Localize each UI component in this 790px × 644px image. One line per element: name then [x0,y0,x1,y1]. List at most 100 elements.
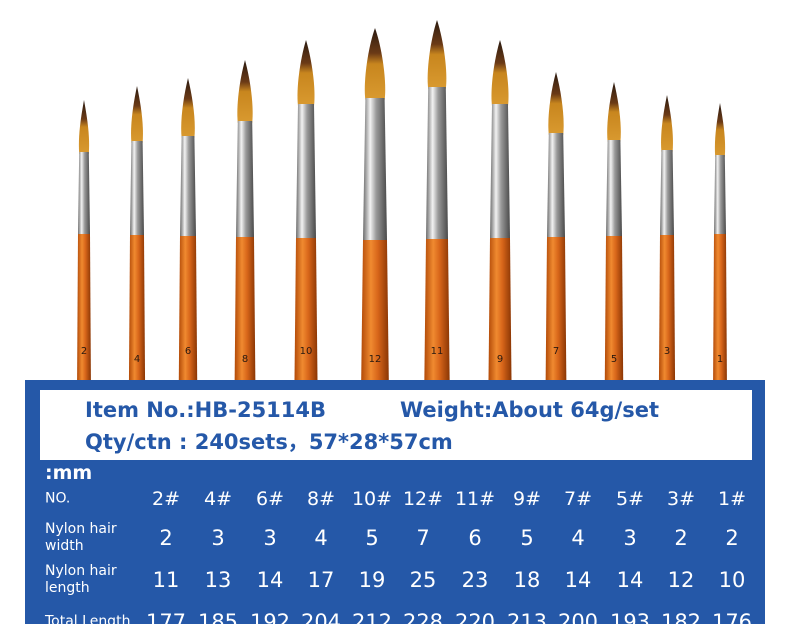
brush-handle [77,234,91,380]
table-cell: 8# [306,488,335,510]
table-cell: 2 [159,526,173,550]
brush-hair [714,103,726,157]
table-cell: 17 [307,568,335,592]
table-cell: 4 [314,526,328,550]
brush-size-label: 1 [717,354,723,365]
brush-size-label: 7 [553,346,559,357]
weight: Weight:About 64g/set [400,398,659,422]
spec-panel: Item No.:HB-25114B Weight:About 64g/set … [25,380,765,634]
brush-size-label: 9 [497,354,503,365]
brush-ferrule [130,141,144,235]
row-label: Nylon hair length [45,563,117,596]
row-label: Nylon hair width [45,521,117,554]
table-cell: 9# [512,488,541,510]
table-cell: 2# [151,488,180,510]
table-cell: 2 [674,526,688,550]
table-cell: 18 [513,568,541,592]
brush-ferrule [78,152,90,234]
brush-hair [427,20,447,89]
table-cell: 213 [506,610,548,634]
table-cell: 12 [667,568,695,592]
table-cell: 12# [402,488,444,510]
brush-size-label: 11 [431,346,444,357]
table-cell: 185 [197,610,239,634]
table-cell: 212 [351,610,393,634]
brush-ferrule [426,87,448,239]
table-cell: 4# [203,488,232,510]
table-cell: 228 [402,610,444,634]
brush: 10 [294,40,318,380]
table-cell: 176 [711,610,753,634]
table-row: Nylon hair width 2 3 3 4 5 7 6 5 4 3 2 2 [25,518,765,558]
table-cell: 10# [351,488,393,510]
item-no: Item No.:HB-25114B [85,398,327,422]
row-label: NO. [45,490,71,507]
brush: 3 [658,95,676,380]
table-cell: 200 [557,610,599,634]
table-cell: 177 [145,610,187,634]
table-cell: 4 [571,526,585,550]
brush-handle [545,237,567,380]
brush-ferrule [296,104,316,238]
table-row: Nylon hair length 11 13 14 17 19 25 23 18 14 14 12 1… [25,560,765,600]
table-cell: 7 [416,526,430,550]
table-cell: 7# [563,488,592,510]
brush-handle [128,235,146,380]
brush-ferrule [180,136,196,236]
brush-size-label: 3 [664,346,670,357]
brush-handle [658,235,676,380]
brush-hair [364,28,386,100]
table-cell: 13 [204,568,232,592]
table-cell: 19 [358,568,386,592]
info-box: Item No.:HB-25114B Weight:About 64g/set … [40,390,752,460]
qty: Qty/ctn : 240sets，57*28*57cm [85,430,453,454]
brush-illustration: 2 4 6 8 10 12 11 9 7 5 3 1 [77,20,727,380]
brush-hair [548,72,564,135]
brush: 7 [545,72,567,380]
brush-ferrule [490,104,510,238]
table-cell: 5 [365,526,379,550]
brush: 11 [424,20,450,380]
brush: 9 [488,40,512,380]
brush-handle [294,238,318,380]
brush-handle [361,240,389,380]
table-cell: 3 [211,526,225,550]
brush-ferrule [660,150,674,235]
brush-hair [78,100,90,154]
table-cell: 2 [725,526,739,550]
brush-hair [607,82,621,142]
table-cell: 11 [152,568,180,592]
table-cell: 23 [461,568,489,592]
table-cell: 14 [256,568,284,592]
table-cell: 182 [660,610,702,634]
brush: 2 [77,100,91,380]
table-cell: 193 [609,610,651,634]
brush-ferrule [606,140,622,236]
brush-size-label: 10 [300,346,313,357]
brush-ferrule [547,133,565,237]
brush-hair [661,95,673,152]
table-cell: 10 [718,568,746,592]
brush-size-label: 5 [611,354,617,365]
brush-size-label: 2 [81,346,87,357]
brush-size-label: 8 [242,354,248,365]
table-cell: 3 [623,526,637,550]
table-cell: 14 [616,568,644,592]
table-cell: 6 [468,526,482,550]
brush-handle [234,237,256,380]
table-cell: 1# [717,488,746,510]
brush: 4 [128,86,146,380]
table-row: NO. 2# 4# 6# 8# 10# 12# 11# 9# 7# 5# 3# 1# [25,484,765,514]
brush-size-label: 12 [369,354,382,365]
table-cell: 3# [666,488,695,510]
brush-ferrule [236,121,254,237]
table-cell: 5# [615,488,644,510]
brush: 6 [178,78,198,380]
table-cell: 14 [564,568,592,592]
table-cell: 11# [454,488,496,510]
table-cell: 25 [409,568,437,592]
brush-handle [424,239,450,380]
brush-hair [491,40,509,106]
brush-hair [297,40,315,106]
brush: 5 [604,82,624,380]
